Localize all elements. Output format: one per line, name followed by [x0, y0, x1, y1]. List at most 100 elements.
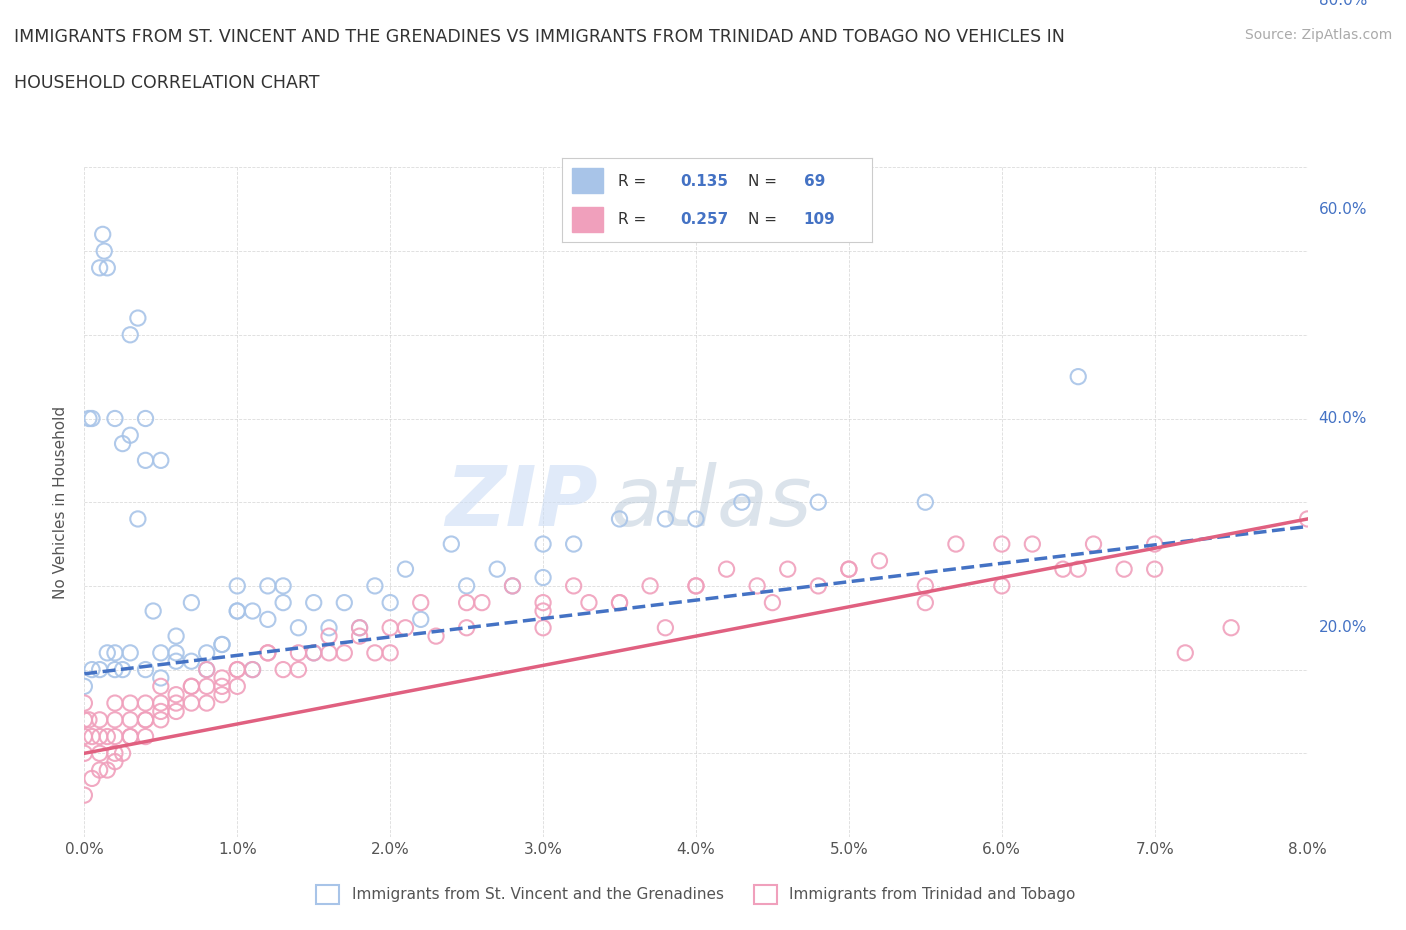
- Point: [89, 662, 111, 677]
- Point: [456, 620, 478, 635]
- Point: [257, 645, 280, 660]
- Point: [242, 604, 264, 618]
- Text: 40.0%: 40.0%: [1319, 411, 1367, 426]
- Point: [364, 578, 387, 593]
- Point: [111, 436, 134, 451]
- Point: [77, 411, 100, 426]
- Point: [111, 746, 134, 761]
- Point: [104, 754, 127, 769]
- Point: [195, 662, 218, 677]
- Point: [1067, 369, 1090, 384]
- Point: [180, 654, 202, 669]
- Point: [349, 620, 371, 635]
- Text: Source: ZipAtlas.com: Source: ZipAtlas.com: [1244, 28, 1392, 42]
- Point: [731, 495, 754, 510]
- Point: [776, 562, 799, 577]
- Point: [96, 729, 118, 744]
- Text: N =: N =: [748, 174, 782, 189]
- Point: [165, 687, 187, 702]
- Point: [135, 729, 157, 744]
- Point: [104, 729, 127, 744]
- Text: R =: R =: [619, 212, 651, 227]
- Point: [120, 729, 142, 744]
- Point: [318, 629, 340, 644]
- Point: [440, 537, 463, 551]
- Point: [89, 763, 111, 777]
- Point: [180, 679, 202, 694]
- Point: [562, 537, 585, 551]
- Point: [73, 712, 96, 727]
- Point: [165, 645, 187, 660]
- Text: 0.135: 0.135: [681, 174, 728, 189]
- Point: [271, 662, 294, 677]
- Point: [73, 729, 96, 744]
- Point: [609, 595, 631, 610]
- Point: [364, 645, 387, 660]
- Point: [501, 578, 523, 593]
- Point: [302, 595, 325, 610]
- Point: [914, 578, 936, 593]
- Point: [745, 578, 768, 593]
- Point: [302, 645, 325, 660]
- Point: [104, 696, 127, 711]
- Point: [609, 512, 631, 526]
- Point: [80, 662, 103, 677]
- Point: [333, 645, 356, 660]
- Point: [638, 578, 661, 593]
- Point: [149, 645, 172, 660]
- Text: N =: N =: [748, 212, 782, 227]
- Point: [380, 645, 402, 660]
- Point: [531, 604, 554, 618]
- Point: [394, 562, 416, 577]
- Point: [271, 595, 294, 610]
- Point: [531, 537, 554, 551]
- Point: [89, 712, 111, 727]
- Point: [165, 654, 187, 669]
- Point: [456, 595, 478, 610]
- Point: [914, 595, 936, 610]
- Point: [685, 578, 707, 593]
- Point: [80, 729, 103, 744]
- Point: [945, 537, 967, 551]
- Point: [149, 704, 172, 719]
- Point: [80, 771, 103, 786]
- Point: [127, 311, 149, 325]
- Point: [685, 578, 707, 593]
- Bar: [572, 168, 603, 193]
- Point: [135, 712, 157, 727]
- Point: [425, 629, 447, 644]
- Point: [242, 662, 264, 677]
- Point: [226, 604, 249, 618]
- Point: [226, 662, 249, 677]
- Text: ZIP: ZIP: [446, 461, 598, 543]
- Point: [120, 428, 142, 443]
- Point: [257, 612, 280, 627]
- Point: [77, 712, 100, 727]
- Point: [120, 729, 142, 744]
- Point: [990, 537, 1012, 551]
- Point: [1143, 562, 1166, 577]
- Point: [287, 620, 309, 635]
- Point: [73, 696, 96, 711]
- Point: [226, 604, 249, 618]
- Point: [211, 637, 233, 652]
- Point: [486, 562, 509, 577]
- Point: [409, 612, 432, 627]
- Point: [838, 562, 860, 577]
- Point: [1083, 537, 1105, 551]
- Point: [761, 595, 783, 610]
- Text: HOUSEHOLD CORRELATION CHART: HOUSEHOLD CORRELATION CHART: [14, 74, 319, 92]
- Text: atlas: atlas: [610, 461, 813, 543]
- Point: [1143, 537, 1166, 551]
- Point: [226, 662, 249, 677]
- Point: [211, 637, 233, 652]
- Point: [73, 788, 96, 803]
- Point: [211, 687, 233, 702]
- Point: [1114, 562, 1136, 577]
- Point: [1052, 562, 1074, 577]
- Point: [135, 662, 157, 677]
- Bar: [572, 206, 603, 232]
- Point: [165, 704, 187, 719]
- Point: [1067, 562, 1090, 577]
- Text: 0.257: 0.257: [681, 212, 728, 227]
